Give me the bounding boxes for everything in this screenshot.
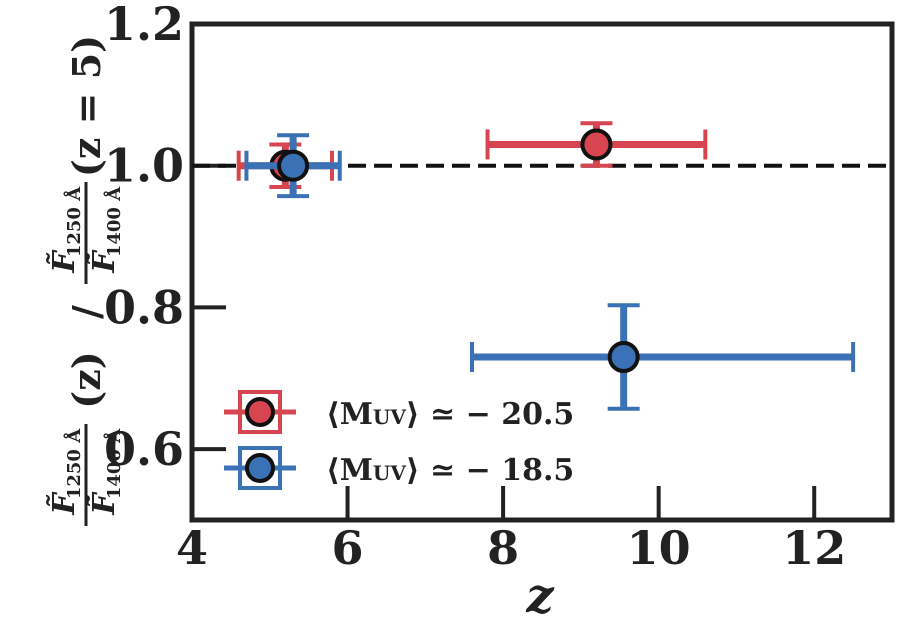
x-tick-label-8: 8 bbox=[487, 521, 519, 575]
x-tick-label-6: 6 bbox=[332, 521, 364, 575]
y-title-frac2-num: F̃ bbox=[47, 249, 82, 274]
axis-ticks: 4 6 8 10 12 0.6 0.8 1.0 1.2 bbox=[104, 0, 846, 575]
plot-frame bbox=[189, 21, 895, 523]
y-title-fraction-2: F̃ 1250 Å F̃ 1400 Å bbox=[47, 182, 125, 284]
legend-blue-main: ⟨M bbox=[326, 453, 373, 488]
series-1-point-0-group bbox=[244, 133, 342, 199]
y-tick-label-1.2: 1.2 bbox=[104, 0, 184, 51]
series-0-point-1-group bbox=[485, 121, 708, 168]
legend: ⟨MUV⟩ ≃ − 20.5 ⟨MUV⟩ ≃ − 18.5 bbox=[224, 390, 574, 490]
legend-marker-1-dot bbox=[245, 453, 275, 483]
legend-marker-0-box bbox=[238, 390, 282, 434]
legend-marker-1-box bbox=[238, 446, 282, 490]
y-title-frac2-den: F̃ bbox=[87, 249, 122, 274]
y-tick-label-0.6: 0.6 bbox=[104, 422, 184, 476]
legend-blue-rest: ⟩ ≃ − 18.5 bbox=[406, 453, 574, 488]
legend-red-sub: UV bbox=[373, 405, 406, 429]
series-1-point-0-marker bbox=[277, 149, 310, 182]
y-title-frac1-den-sub: 1400 Å bbox=[102, 428, 125, 499]
legend-marker-0-dot bbox=[245, 397, 275, 427]
legend-red-main: ⟨M bbox=[326, 397, 373, 432]
y-title-frac1-num: F̃ bbox=[47, 491, 82, 516]
y-title-frac2-num-sub: 1250 Å bbox=[62, 186, 85, 257]
y-axis-title: F̃ 1250 Å F̃ 1400 Å (z) / F̃ 1250 Å F̃ 1… bbox=[47, 35, 125, 526]
legend-blue-sub: UV bbox=[373, 461, 406, 485]
y-title-frac1-num-sub: 1250 Å bbox=[62, 428, 85, 499]
legend-label-red: ⟨MUV⟩ ≃ − 20.5 bbox=[326, 397, 574, 432]
legend-entry-red: ⟨MUV⟩ ≃ − 20.5 bbox=[224, 390, 574, 434]
y-title-arg-z: (z) bbox=[64, 351, 109, 409]
legend-marker-red bbox=[224, 390, 296, 434]
legend-entry-blue: ⟨MUV⟩ ≃ − 18.5 bbox=[224, 446, 574, 490]
y-title-frac1-den: F̃ bbox=[87, 491, 122, 516]
x-axis-title: z bbox=[525, 568, 555, 624]
legend-label-blue: ⟨MUV⟩ ≃ − 18.5 bbox=[326, 453, 574, 488]
y-title-arg-z5: (z = 5) bbox=[64, 35, 109, 177]
x-tick-label-12: 12 bbox=[782, 521, 846, 575]
y-tick-label-0.8: 0.8 bbox=[104, 280, 184, 334]
series-0-point-1-marker bbox=[580, 128, 613, 161]
data-marks bbox=[236, 121, 856, 411]
legend-marker-blue bbox=[224, 446, 296, 490]
series-1-point-1-group bbox=[470, 303, 856, 411]
x-tick-label-10: 10 bbox=[627, 521, 691, 575]
x-tick-label-4: 4 bbox=[176, 521, 208, 575]
series-1-point-1-marker bbox=[607, 341, 640, 374]
y-title-slash: / bbox=[64, 305, 109, 319]
y-title-fraction-1: F̃ 1250 Å F̃ 1400 Å bbox=[47, 424, 125, 526]
y-title-frac2-den-sub: 1400 Å bbox=[102, 186, 125, 257]
y-tick-label-1: 1.0 bbox=[104, 139, 184, 193]
legend-red-rest: ⟩ ≃ − 20.5 bbox=[406, 397, 574, 432]
